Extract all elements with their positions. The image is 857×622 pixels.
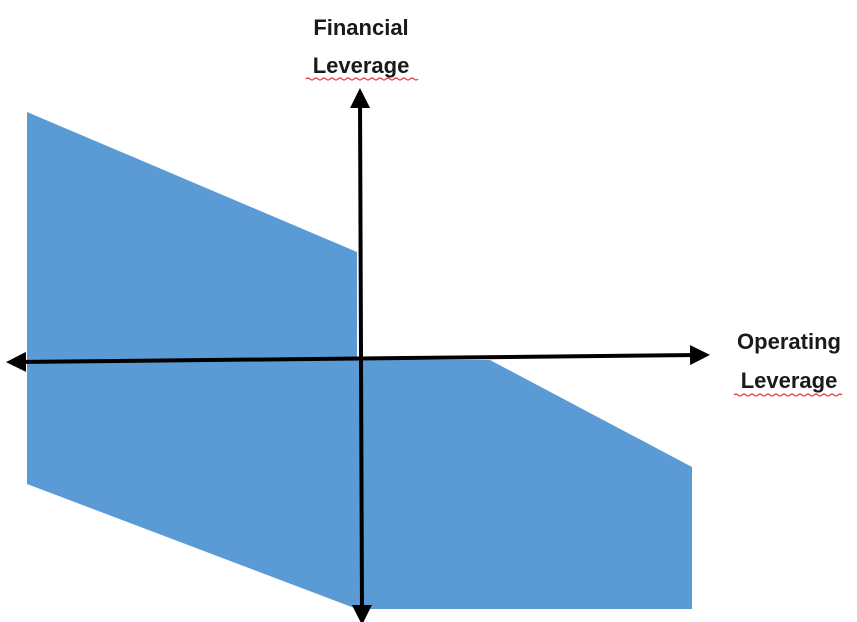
x-axis-label-line2: Leverage bbox=[741, 368, 838, 393]
x-label-spellcheck-underline bbox=[733, 393, 843, 397]
y-axis bbox=[350, 88, 372, 622]
y-axis-label-line1: Financial bbox=[313, 15, 408, 40]
x-axis-label-line1: Operating bbox=[737, 329, 841, 354]
y-axis-label-line2: Leverage bbox=[313, 53, 410, 78]
y-label-spellcheck-underline bbox=[305, 77, 419, 81]
